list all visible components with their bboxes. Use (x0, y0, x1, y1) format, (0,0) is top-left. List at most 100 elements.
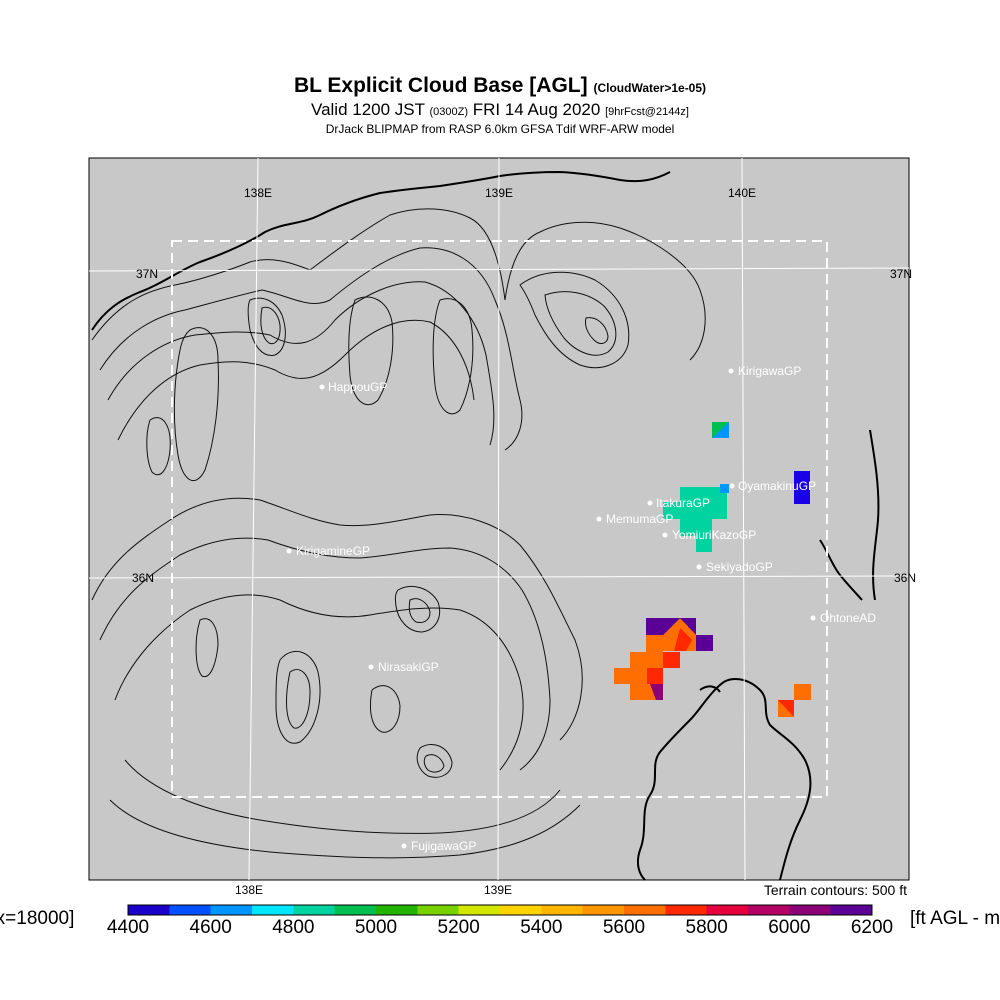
colorbar-swatch (417, 905, 460, 915)
cell (674, 628, 692, 651)
valid-utc: (0300Z) (429, 106, 468, 118)
colorbar-swatch (376, 905, 418, 915)
cell (794, 684, 811, 700)
colorbar-label: 5200 (438, 917, 480, 938)
cell (720, 484, 729, 493)
station-label: FujigawaGP (411, 839, 476, 853)
station-label: OyamakinuGP (738, 479, 816, 493)
lon-label: 140E (728, 186, 756, 200)
colorbar-swatch (210, 905, 253, 915)
axis-labels: 138E 139E 140E 37N 37N 36N 36N 138E 139E (132, 186, 916, 897)
cell (650, 684, 663, 700)
model-info: DrJack BLIPMAP from RASP 6.0km GFSA Tdif… (325, 122, 675, 136)
colorbar-swatch (830, 905, 873, 915)
cell (614, 668, 647, 684)
lat-label: 36N (132, 571, 154, 585)
colorbar-outline (127, 904, 873, 916)
lat-label: 36N (894, 571, 916, 585)
inner-domain-box (171, 240, 828, 798)
cell (646, 635, 663, 652)
max-note: [Max=18000] (0, 908, 93, 930)
station-dot (662, 532, 668, 538)
cell (630, 652, 663, 668)
station-label: YomiuriKazoGP (672, 528, 756, 542)
station-label: NirasakiGP (378, 660, 439, 674)
cell (712, 422, 729, 438)
forecast-info: [9hrFcst@2144z] (605, 106, 689, 118)
max-note-text: [Max=18000] (0, 908, 75, 929)
cell (696, 635, 713, 651)
lon-label: 138E (235, 883, 263, 897)
station-label: KirigawaGP (738, 364, 801, 378)
station-labels: KirigawaGP HappouGP OyamakinuGP ItakuraG… (296, 364, 876, 853)
colorbar-label: 5000 (355, 917, 397, 938)
colorbar (127, 904, 873, 916)
colorbar-label: 5800 (686, 917, 728, 938)
station-dot (401, 843, 407, 849)
title-qualifier: (CloudWater>1e-05) (593, 81, 707, 95)
terrain-note: Terrain contours: 500 ft (763, 882, 907, 898)
lat-label: 37N (136, 267, 158, 281)
colorbar-swatch (665, 905, 708, 915)
cell (696, 536, 712, 552)
latlon-grid (88, 157, 910, 881)
colorbar-swatch (293, 905, 336, 915)
cell (680, 519, 712, 536)
cell (778, 700, 794, 717)
terrain-contours (91, 208, 706, 859)
cloud-base-cells (614, 422, 811, 717)
cell (663, 502, 727, 519)
station-dot (696, 564, 702, 570)
colorbar-swatch (169, 905, 212, 915)
lon-label: 139E (484, 883, 512, 897)
colorbar-labels: 4400 4600 4800 5000 5200 5400 5600 5800 6000 6200 (107, 917, 893, 938)
chart-subtitle: Valid 1200 JST (0300Z) FRI 14 Aug 2020 [… (0, 100, 1000, 120)
cell (680, 487, 727, 502)
units-note: [ft AGL - m (910, 908, 1000, 929)
station-dot (319, 384, 325, 390)
station-label: KirigaminеGP (296, 544, 370, 558)
lon-label: 138E (244, 186, 272, 200)
valid-date: FRI 14 Aug 2020 (472, 100, 601, 119)
colorbar-swatch (334, 905, 377, 915)
station-dot (728, 368, 734, 374)
title-main: BL Explicit Cloud Base [AGL] (293, 74, 588, 97)
colorbar-label: 4800 (272, 917, 314, 938)
cell (794, 471, 810, 504)
valid-time: Valid 1200 JST (311, 100, 425, 119)
colorbar-label: 5400 (520, 917, 562, 938)
colorbar-swatch (582, 905, 625, 915)
colorbar-swatch (458, 905, 501, 915)
lat-label: 37N (890, 267, 912, 281)
station-dot (729, 483, 735, 489)
station-label: SekiyadoGP (706, 560, 773, 574)
colorbar-swatch (500, 905, 542, 915)
colorbar-swatch (706, 905, 749, 915)
colorbar-swatch (252, 905, 294, 915)
cell (663, 652, 680, 668)
lon-label: 139E (485, 186, 513, 200)
station-dot (286, 548, 292, 554)
station-label: HappouGP (328, 380, 387, 394)
station-label: MemumaGP (606, 512, 673, 526)
colorbar-label: 5600 (603, 917, 645, 938)
colorbar-label: 6000 (768, 917, 810, 938)
station-dot (368, 664, 374, 670)
colorbar-label: 6200 (851, 917, 893, 938)
colorbar-swatch (789, 905, 832, 915)
cell (647, 668, 663, 684)
station-dot (810, 615, 816, 621)
colorbar-swatch (541, 905, 584, 915)
station-dot (596, 516, 602, 522)
colorbar-swatch (128, 905, 170, 915)
station-label: OhtoneAD (820, 611, 876, 625)
colorbar-swatch (624, 905, 666, 915)
colorbar-label: 4400 (107, 917, 149, 938)
station-label: ItakuraGP (656, 496, 710, 510)
colorbar-swatch (748, 905, 790, 915)
station-dot (647, 500, 653, 506)
chart-title: BL Explicit Cloud Base [AGL] (CloudWater… (0, 74, 1000, 98)
station-markers (286, 368, 816, 849)
colorbar-label: 4600 (190, 917, 232, 938)
